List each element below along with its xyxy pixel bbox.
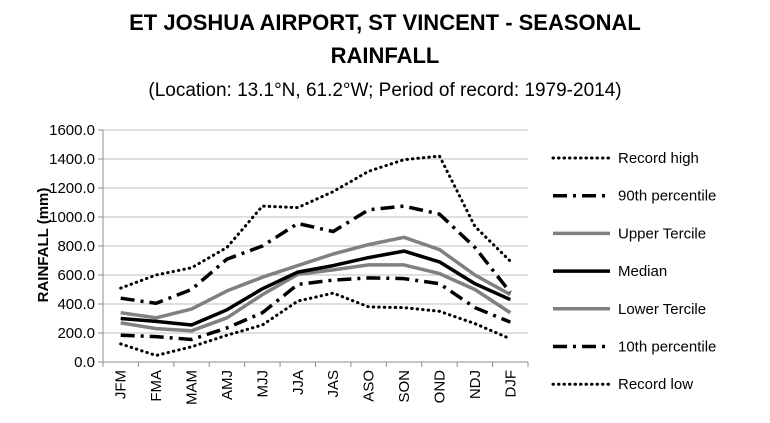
series-line-90th-percentile (120, 204, 512, 306)
y-tick-label: 1000.0 (49, 209, 95, 226)
legend-label-90th-percentile: 90th percentile (618, 188, 716, 205)
x-tick-label: JJA (290, 370, 307, 395)
x-tick-labels: JFM FMA MAM AMJ MJJ JJA JAS ASO SON OND NDJ DJF (113, 370, 520, 405)
chart-title-line-1: ET JOSHUA AIRPORT, ST VINCENT - SEASONAL (129, 10, 641, 35)
x-tick-label: OND (431, 370, 448, 404)
axes (102, 130, 529, 367)
legend-label-10th-percentile: 10th percentile (618, 339, 716, 356)
y-tick-label: 400.0 (57, 296, 95, 313)
gridlines (98, 129, 528, 363)
y-tick-label: 1200.0 (49, 180, 95, 197)
x-tick-label: JAS (325, 370, 342, 398)
chart-title-line-2: RAINFALL (331, 43, 440, 68)
y-tick-label: 600.0 (57, 267, 95, 284)
legend-label-lower-tercile: Lower Tercile (618, 301, 706, 318)
y-axis-label: RAINFALL (mm) (35, 188, 52, 303)
x-tick-label: JFM (113, 370, 130, 399)
legend: Record high 90th percentile Upper Tercile M… (551, 150, 716, 393)
x-tick-label: AMJ (219, 370, 236, 400)
series-line-10th-percentile (120, 276, 511, 342)
series-line-lower-tercile (120, 263, 512, 333)
chart-subtitle: (Location: 13.1°N, 61.2°W; Period of rec… (148, 80, 621, 101)
x-tick-label: ASO (361, 370, 378, 402)
y-tick-label: 1400.0 (49, 151, 95, 168)
legend-label-record-low: Record low (618, 376, 693, 393)
x-tick-label: SON (396, 370, 413, 403)
series-line-median (120, 249, 512, 327)
x-tick-label: DJF (502, 370, 519, 398)
series-lines (119, 154, 512, 357)
legend-label-record-high: Record high (618, 150, 699, 167)
y-tick-label: 200.0 (57, 325, 95, 342)
series-line-upper-tercile (120, 235, 512, 320)
y-tick-label: 0.0 (74, 354, 95, 371)
legend-label-median: Median (618, 263, 667, 280)
legend-label-upper-tercile: Upper Tercile (618, 225, 706, 242)
x-tick-label: NDJ (467, 370, 484, 399)
series-line-record-high (119, 154, 512, 290)
x-tick-label: FMA (148, 370, 165, 402)
y-tick-label: 1600.0 (49, 122, 95, 139)
x-tick-label: MJJ (254, 370, 271, 398)
y-tick-label: 800.0 (57, 238, 95, 255)
series-line-record-low (119, 291, 512, 357)
y-tick-labels: 0.0 200.0 400.0 600.0 800.0 1000.0 1200.0 1400.… (49, 122, 95, 371)
x-tick-label: MAM (184, 370, 201, 405)
